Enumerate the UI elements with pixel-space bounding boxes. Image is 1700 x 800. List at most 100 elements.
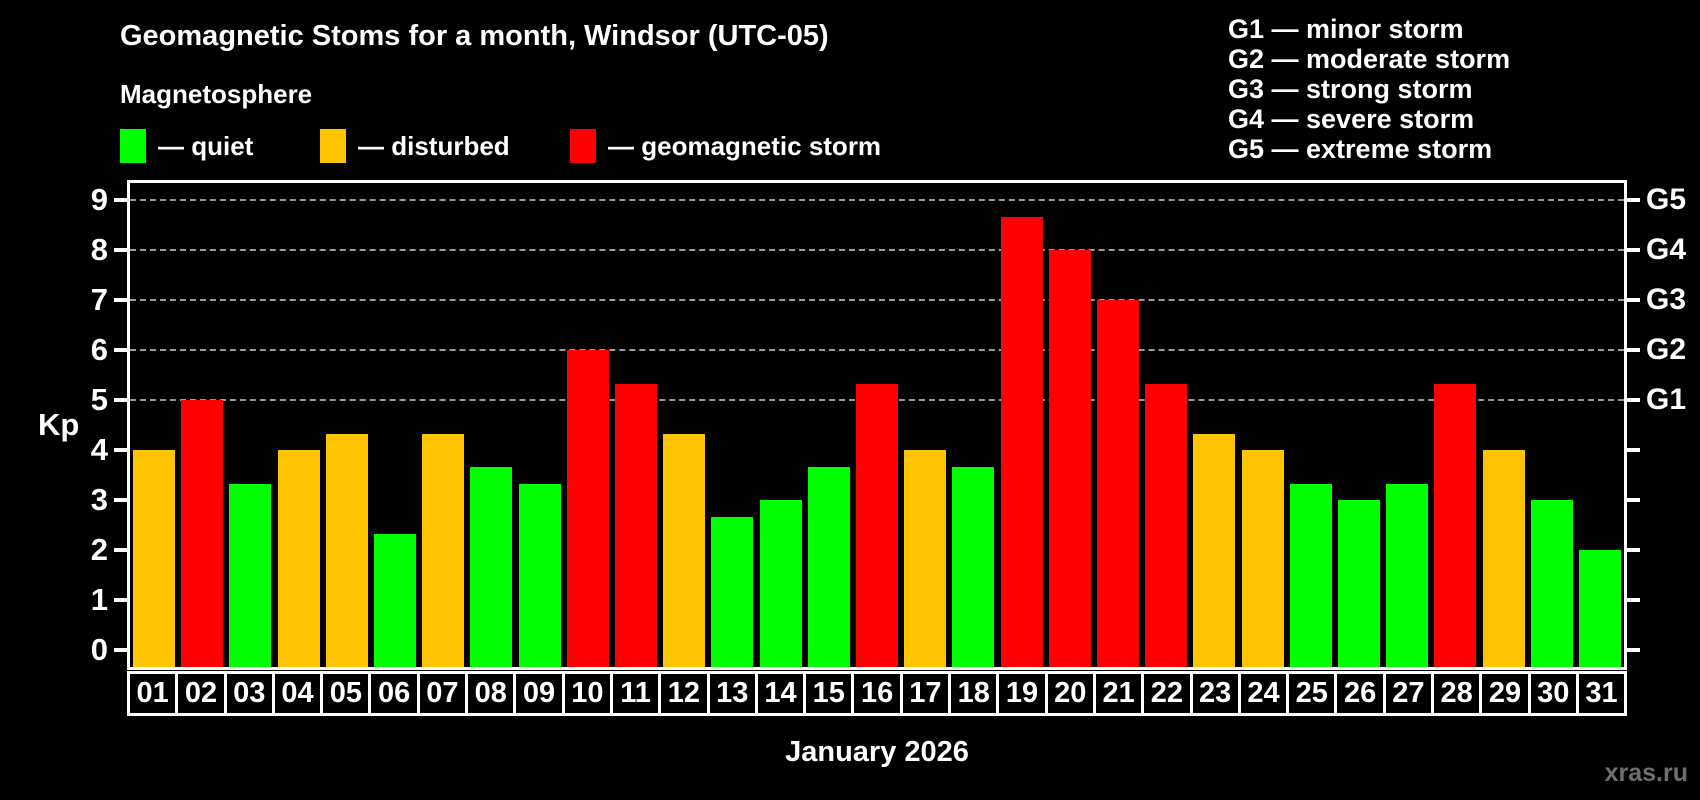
bar-day-06 — [374, 533, 417, 667]
bar-day-09 — [518, 483, 561, 667]
y-tick-label-0: 0 — [90, 632, 108, 667]
bar-day-30 — [1530, 500, 1573, 667]
y-tick-label-5: 5 — [90, 382, 108, 417]
day-label-04: 04 — [271, 671, 324, 716]
day-label-31: 31 — [1575, 671, 1628, 716]
bar-day-19 — [1000, 216, 1043, 667]
day-label-13: 13 — [706, 671, 758, 716]
bar-day-07 — [422, 433, 465, 667]
day-label-27: 27 — [1382, 671, 1435, 716]
bar-day-29 — [1482, 450, 1525, 667]
bar-day-31 — [1578, 550, 1621, 667]
day-label-25: 25 — [1286, 671, 1338, 716]
y-tick-left-1 — [114, 598, 127, 602]
bar-day-21 — [1096, 300, 1139, 667]
gridline-kp-8 — [130, 249, 1624, 251]
gridline-kp-9 — [130, 199, 1624, 201]
g-scale-label-G5: G5 — [1646, 183, 1687, 216]
x-axis-title: January 2026 — [785, 736, 969, 768]
legend-item-quiet: — quiet — [120, 126, 253, 166]
bar-day-18 — [952, 466, 995, 667]
bar-day-12 — [663, 433, 706, 667]
legend-swatch-disturbed-icon — [320, 129, 346, 163]
bar-day-02 — [181, 400, 224, 667]
bar-day-22 — [1145, 383, 1188, 667]
day-label-17: 17 — [899, 671, 952, 716]
g-scale-label-G3: G3 — [1646, 283, 1687, 316]
day-label-21: 21 — [1092, 671, 1145, 716]
bar-day-17 — [904, 450, 947, 667]
y-tick-label-1: 1 — [90, 582, 108, 617]
g-legend-line-2: G2 — moderate storm — [1228, 44, 1511, 74]
y-tick-label-6: 6 — [90, 332, 108, 367]
day-label-14: 14 — [754, 671, 807, 716]
y-tick-label-9: 9 — [90, 182, 108, 217]
y-tick-left-8 — [114, 248, 127, 252]
y-tick-left-6 — [114, 348, 127, 352]
bar-day-11 — [615, 383, 658, 667]
g-legend-line-5: G5 — extreme storm — [1228, 134, 1493, 164]
day-label-28: 28 — [1431, 671, 1483, 716]
y-tick-right-4 — [1627, 448, 1640, 452]
y-tick-label-3: 3 — [90, 482, 108, 517]
y-tick-left-5 — [114, 398, 127, 402]
y-tick-right-8 — [1627, 248, 1640, 252]
magnetosphere-legend: — quiet — disturbed — geomagnetic storm — [0, 126, 1700, 166]
bar-day-24 — [1241, 450, 1284, 667]
bar-day-16 — [856, 383, 898, 667]
day-label-18: 18 — [948, 671, 1000, 716]
day-label-10: 10 — [561, 671, 613, 716]
plot-inner — [130, 183, 1624, 667]
y-tick-left-0 — [114, 648, 127, 652]
watermark: xras.ru — [1604, 759, 1688, 787]
magnetosphere-label: Magnetosphere — [120, 79, 313, 109]
y-tick-label-2: 2 — [90, 532, 108, 567]
day-label-19: 19 — [996, 671, 1048, 716]
y-tick-right-2 — [1627, 548, 1640, 552]
day-label-09: 09 — [513, 671, 565, 716]
g-legend-line-3: G3 — strong storm — [1228, 74, 1473, 104]
bar-day-23 — [1193, 433, 1236, 667]
day-label-06: 06 — [368, 671, 420, 716]
storm-scale-legend: G1 — minor storm G2 — moderate storm G3 — … — [1228, 14, 1510, 164]
y-tick-right-7 — [1627, 298, 1640, 302]
y-tick-left-3 — [114, 498, 127, 502]
day-label-11: 11 — [609, 671, 662, 716]
day-label-22: 22 — [1141, 671, 1193, 716]
day-label-12: 12 — [658, 671, 710, 716]
day-label-08: 08 — [465, 671, 517, 716]
day-label-16: 16 — [851, 671, 903, 716]
y-tick-left-4 — [114, 448, 127, 452]
day-label-29: 29 — [1479, 671, 1531, 716]
bar-day-08 — [470, 466, 513, 667]
day-label-23: 23 — [1189, 671, 1241, 716]
legend-label-disturbed: — disturbed — [358, 130, 510, 161]
bar-day-14 — [759, 500, 802, 667]
gridline-kp-7 — [130, 299, 1624, 301]
y-tick-label-4: 4 — [90, 432, 108, 467]
day-label-02: 02 — [175, 671, 227, 716]
bar-day-15 — [807, 466, 850, 667]
y-tick-right-1 — [1627, 598, 1640, 602]
bar-day-01 — [133, 450, 176, 667]
y-tick-label-7: 7 — [90, 282, 108, 317]
g-scale-label-G2: G2 — [1646, 333, 1687, 366]
bar-day-26 — [1337, 500, 1380, 667]
gridline-kp-6 — [130, 349, 1624, 351]
legend-swatch-storm-icon — [570, 129, 596, 163]
x-axis-day-labels: 01 02 03 04 05 06 07 08 09 10 11 12 13 14 15 16 17 18 19 20… — [127, 671, 1628, 716]
y-tick-right-3 — [1627, 498, 1640, 502]
g-legend-line-4: G4 — severe storm — [1228, 104, 1475, 134]
day-label-26: 26 — [1334, 671, 1386, 716]
bar-day-04 — [277, 450, 320, 667]
bar-day-13 — [711, 516, 754, 667]
day-label-30: 30 — [1527, 671, 1579, 716]
legend-item-disturbed: — disturbed — [320, 126, 510, 166]
bar-day-10 — [566, 350, 609, 667]
y-tick-left-2 — [114, 548, 127, 552]
day-label-24: 24 — [1237, 671, 1290, 716]
y-tick-right-9 — [1627, 198, 1640, 202]
y-tick-right-0 — [1627, 648, 1640, 652]
bar-day-28 — [1434, 383, 1477, 667]
